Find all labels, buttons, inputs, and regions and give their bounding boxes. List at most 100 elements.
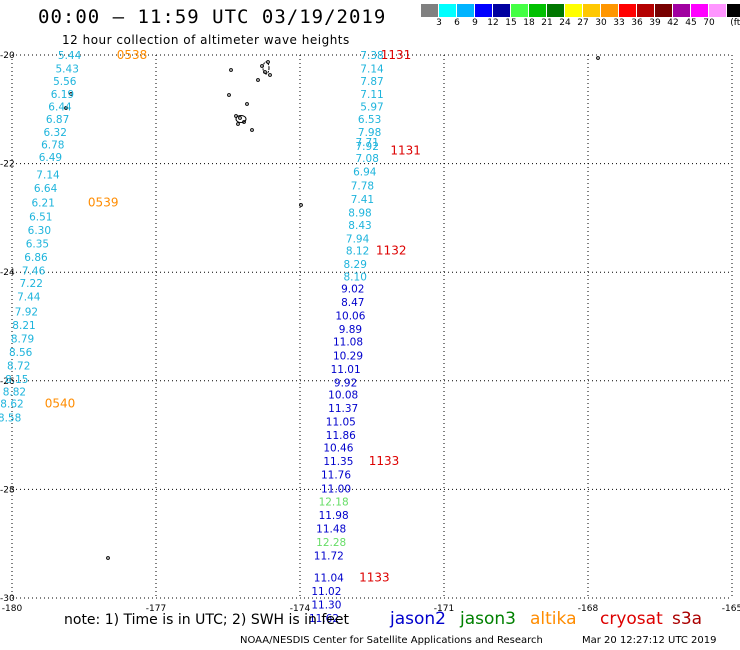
swh-value-track-a: 6.30 (28, 225, 51, 237)
x-tick-label: -165 (722, 604, 740, 614)
legend-label: 70 (703, 18, 715, 28)
legend-label: 12 (487, 18, 499, 28)
footer-note: note: 1) Time is in UTC; 2) SWH is in fe… (64, 612, 350, 628)
swh-value-track-a: 6.19 (51, 89, 74, 101)
legend-swatch (601, 4, 619, 17)
swh-value-track-a: 8.15 (5, 374, 28, 386)
swh-value-track-b: 7.11 (360, 89, 383, 101)
island-dot (106, 556, 110, 560)
swh-value-track-b: 6.94 (353, 167, 377, 179)
swh-value-track-b: 10.29 (333, 350, 363, 362)
mission-label-jason3: jason3 (460, 609, 516, 629)
swh-value-track-b: 7.38 (360, 50, 383, 62)
legend-label: 6 (454, 18, 460, 28)
pass-time-label: 0540 (45, 397, 76, 411)
swh-value-track-a: 8.79 (11, 333, 34, 345)
credit-line: NOAA/NESDIS Center for Satellite Applica… (240, 635, 543, 646)
y-tick-label: -28 (0, 485, 15, 495)
chart-title: 00:00 — 11:59 UTC 03/19/2019 (38, 6, 387, 28)
swh-value-track-b: 11.04 (314, 572, 344, 584)
pass-time-label: 1131 (381, 48, 412, 62)
swh-value-track-b: 11.62 (309, 613, 339, 625)
swh-value-track-a: 8.56 (9, 347, 33, 359)
island-dot (268, 73, 272, 77)
swh-value-track-b: 9.89 (339, 324, 362, 336)
swh-value-track-b: 11.01 (331, 364, 361, 376)
swh-value-track-b: 11.00 (321, 483, 351, 495)
swh-value-track-a: 6.86 (24, 252, 48, 264)
swh-value-track-b: 10.08 (328, 389, 358, 401)
swh-value-track-b: 11.05 (326, 417, 356, 429)
swh-value-track-a: 6.78 (41, 140, 64, 152)
swh-value-track-a: 8.62 (0, 399, 23, 411)
swh-value-track-a: 7.44 (17, 292, 41, 304)
legend-label: 39 (649, 18, 661, 28)
y-tick-label: -20 (0, 51, 15, 61)
swh-value-track-a: 8.58 (0, 413, 21, 425)
swh-value-track-a: 5.56 (53, 76, 77, 88)
swh-value-track-b: 10.06 (335, 311, 365, 323)
pass-time-label: 1132 (376, 243, 407, 257)
swh-value-track-b: 7.41 (351, 194, 374, 206)
swh-value-track-a: 6.35 (26, 238, 49, 250)
swh-value-track-b: 12.28 (316, 537, 346, 549)
swh-value-track-b: 11.30 (311, 600, 341, 612)
axis-ticks: -180 -177 -174 -171 -168 -165 -20 -22 -24 -26 -28 -… (0, 51, 740, 614)
mission-label-altika: altika (530, 609, 577, 629)
islands (64, 56, 600, 560)
swh-value-track-b: 7.14 (360, 64, 384, 76)
legend-swatch (457, 4, 475, 17)
swh-value-track-b: 11.76 (321, 470, 351, 482)
swh-value-track-b: 11.35 (323, 456, 353, 468)
x-tick-label: -177 (146, 604, 166, 614)
legend-swatch (673, 4, 691, 17)
swh-value-track-b: 12.18 (319, 496, 349, 508)
legend-swatch (583, 4, 601, 17)
legend-swatch (565, 4, 583, 17)
swh-value-track-b: 7.78 (351, 180, 374, 192)
altimeter-tracks: 5.44 5.435.566.196.446.876.326.786.49 7.14… (0, 48, 421, 625)
mission-label-s3a: s3a (672, 609, 703, 629)
swh-value-track-b: 7.92 (356, 141, 379, 153)
swh-value-track-a: 6.64 (34, 183, 58, 195)
legend-swatch (421, 4, 439, 17)
swh-value-track-b: 11.72 (314, 551, 344, 563)
island-dot (64, 106, 68, 110)
legend-swatch (493, 4, 511, 17)
swh-value-track-b: 8.43 (348, 220, 371, 232)
swh-value-track-b: 8.47 (341, 297, 364, 309)
island-shape (262, 61, 270, 75)
legend-label: 42 (667, 18, 679, 28)
legend-label: 30 (595, 18, 607, 28)
swh-value-track-a: 6.21 (32, 198, 55, 210)
legend-unit: (ft) (730, 18, 740, 28)
y-tick-label: -22 (0, 160, 15, 170)
island-dot (69, 92, 73, 96)
legend-swatch (547, 4, 565, 17)
swh-value-track-b: 8.29 (344, 259, 367, 271)
x-tick-label: -180 (2, 604, 23, 614)
legend-swatch (727, 4, 740, 17)
swh-value-track-b: 11.98 (319, 510, 349, 522)
swh-value-track-a: 8.21 (12, 320, 35, 332)
pass-time-label: 0539 (88, 196, 119, 210)
legend-label: 9 (472, 18, 478, 28)
mission-label-jason2: jason2 (390, 609, 446, 629)
swh-value-track-b: 11.08 (333, 337, 363, 349)
legend-label: 21 (541, 18, 553, 28)
legend-swatch (655, 4, 673, 17)
pass-time-label: 1131 (390, 144, 421, 158)
legend-label: 45 (685, 18, 697, 28)
y-tick-label: -24 (0, 268, 15, 278)
legend-swatch (709, 4, 727, 17)
pass-time-label: 1133 (359, 570, 390, 584)
island-dot (236, 122, 240, 126)
swh-value-track-b: 10.46 (323, 443, 353, 455)
swh-value-track-a: 6.51 (29, 211, 52, 223)
swh-value-track-b: 11.86 (326, 430, 356, 442)
legend-label: 33 (613, 18, 625, 28)
island-dot (256, 78, 260, 82)
swh-value-track-a: 7.46 (22, 266, 46, 278)
generated-timestamp: Mar 20 12:27:12 UTC 2019 (582, 635, 717, 646)
